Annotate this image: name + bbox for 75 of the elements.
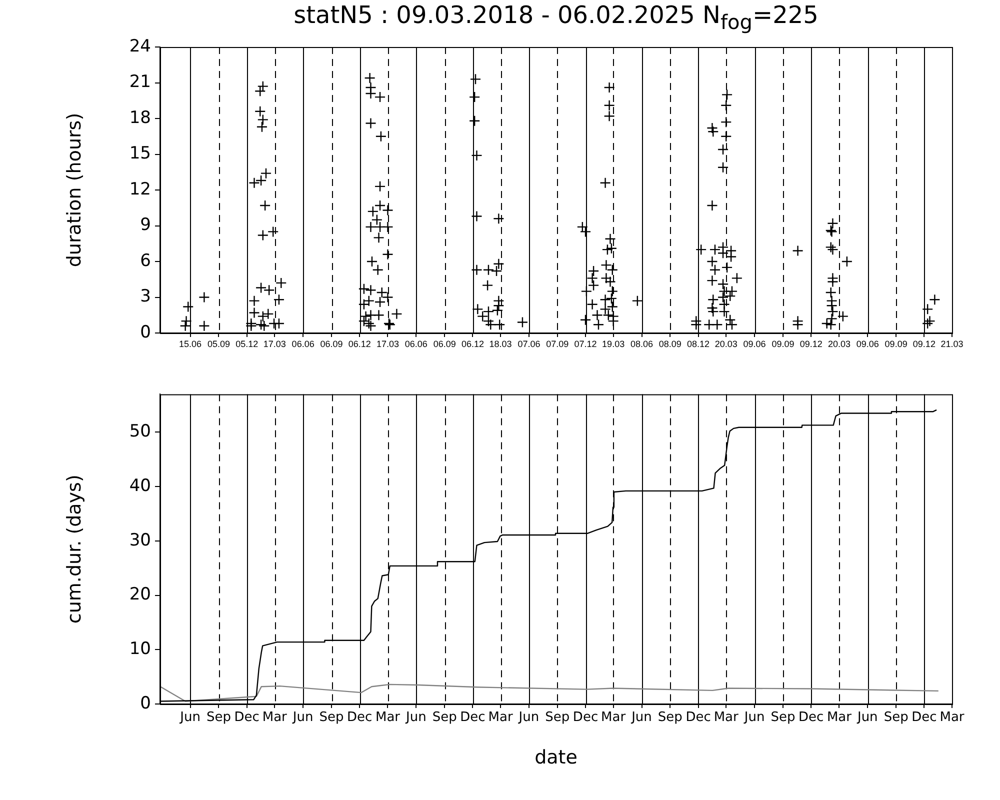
y-tick-label: 30 <box>129 530 151 550</box>
x-tick-label: 08.09 <box>658 338 682 349</box>
x-tick-label: Sep <box>658 710 682 726</box>
y-tick-label: 0 <box>140 322 151 342</box>
x-tick-label: Sep <box>432 710 457 726</box>
x-tick-label: 20.03 <box>828 338 850 349</box>
y-tick-label: 3 <box>140 286 151 307</box>
x-tick-label: Dec <box>572 710 598 726</box>
x-tick-label: 06.12 <box>348 338 371 349</box>
x-tick-label: Mar <box>601 710 626 726</box>
x-tick-label: 08.06 <box>630 338 654 349</box>
x-tick-label: 07.12 <box>574 338 597 349</box>
x-tick-label: Dec <box>460 710 486 726</box>
y-tick-label: 21 <box>129 72 151 92</box>
x-tick-label: Jun <box>292 710 314 726</box>
x-tick-label: Jun <box>518 710 540 726</box>
y-tick-label: 40 <box>129 476 151 496</box>
x-tick-label: 07.09 <box>546 338 569 349</box>
x-tick-label: 09.12 <box>912 338 936 349</box>
x-tick-label: 17.03 <box>376 338 400 349</box>
x-tick-label: 06.12 <box>461 338 484 349</box>
x-tick-label: Mar <box>262 710 288 726</box>
x-tick-label: Sep <box>770 710 796 726</box>
x-tick-label: Jun <box>179 710 200 726</box>
y-tick-label: 50 <box>129 422 151 442</box>
x-tick-label: Mar <box>714 710 740 726</box>
x-tick-label: Mar <box>488 710 514 726</box>
x-tick-label: 18.03 <box>489 338 512 349</box>
x-tick-label: 08.12 <box>687 338 710 349</box>
x-tick-label: 06.06 <box>404 338 428 349</box>
x-tick-label: Jun <box>630 710 652 726</box>
y-axis-title: duration (hours) <box>63 112 86 268</box>
x-tick-label: Dec <box>686 710 711 726</box>
y-tick-label: 24 <box>129 36 151 56</box>
y-tick-label: 12 <box>129 179 151 200</box>
x-tick-label: Jun <box>856 710 878 726</box>
y-tick-label: 20 <box>129 584 151 605</box>
x-tick-label: Sep <box>206 710 231 726</box>
y-tick-label: 9 <box>140 215 151 236</box>
x-tick-label: 05.09 <box>207 338 230 349</box>
y-tick-label: 10 <box>129 639 151 660</box>
x-tick-label: Jun <box>405 710 426 726</box>
x-axis-title: date <box>534 746 578 769</box>
x-tick-label: 09.06 <box>856 338 879 349</box>
y-tick-label: 6 <box>140 250 151 271</box>
x-tick-label: 17.03 <box>263 338 286 349</box>
x-tick-label: Jun <box>743 710 765 726</box>
x-tick-label: Dec <box>347 710 372 726</box>
x-tick-label: 09.09 <box>884 338 908 349</box>
x-tick-label: Sep <box>545 710 570 726</box>
x-tick-label: Dec <box>912 710 937 726</box>
x-tick-label: Mar <box>940 710 965 726</box>
x-tick-label: Mar <box>826 710 852 726</box>
x-tick-label: Sep <box>319 710 344 726</box>
x-tick-label: 21.03 <box>940 338 964 349</box>
x-tick-label: 20.03 <box>714 338 738 349</box>
chart-title: statN5 : 09.03.2018 - 06.02.2025 N$_{fog}$=225 <box>292 0 820 34</box>
y-axis-title: cum.dur. (days) <box>63 474 86 624</box>
x-tick-label: Mar <box>375 710 401 726</box>
x-tick-label: Sep <box>884 710 908 726</box>
x-tick-label: Dec <box>798 710 824 726</box>
x-tick-label: 09.06 <box>743 338 766 349</box>
x-tick-label: 19.03 <box>602 338 625 349</box>
x-tick-label: 15.06 <box>179 338 202 349</box>
x-tick-label: 09.12 <box>800 338 822 349</box>
x-tick-label: 06.09 <box>433 338 456 349</box>
x-tick-label: 09.09 <box>772 338 794 349</box>
x-tick-label: 07.06 <box>518 338 540 349</box>
y-tick-label: 15 <box>129 144 151 164</box>
x-tick-label: 06.06 <box>292 338 314 349</box>
x-tick-label: 05.12 <box>236 338 258 349</box>
y-tick-label: 0 <box>140 693 151 714</box>
y-tick-label: 18 <box>129 108 151 128</box>
x-tick-label: Dec <box>234 710 260 726</box>
x-tick-label: 06.09 <box>320 338 343 349</box>
